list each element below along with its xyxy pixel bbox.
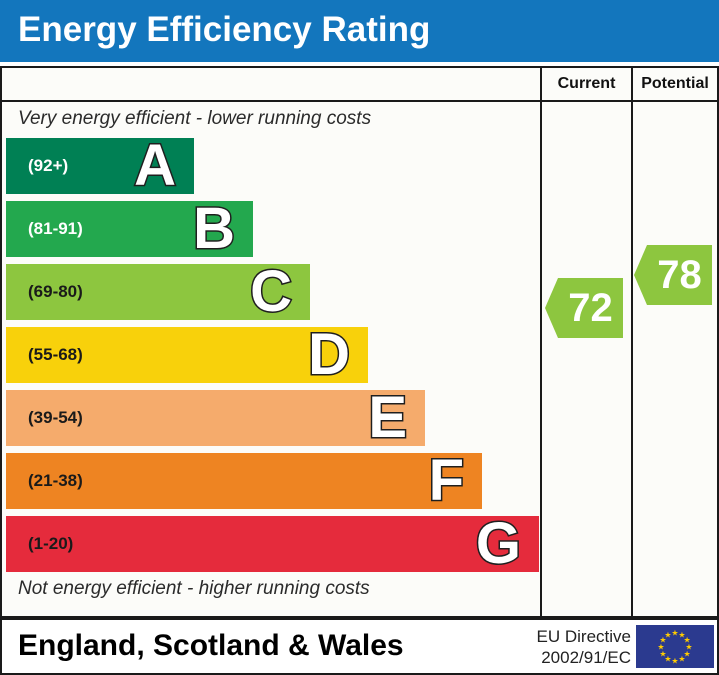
title-banner: Energy Efficiency Rating — [0, 0, 719, 62]
header-divider — [2, 100, 717, 102]
svg-text:★: ★ — [684, 636, 691, 645]
band-row-c: (69-80) C — [6, 259, 310, 324]
band-g-range-label: (1-20) — [28, 534, 74, 553]
svg-text:★: ★ — [685, 643, 692, 652]
band-d-range-label: (55-68) — [28, 345, 83, 364]
top-note: Very energy efficient - lower running co… — [18, 108, 372, 129]
svg-text:★: ★ — [671, 629, 678, 638]
svg-text:★: ★ — [671, 657, 678, 666]
svg-text:★: ★ — [659, 650, 666, 659]
current-column-header: Current — [557, 75, 616, 92]
band-row-f: (21-38) F — [6, 448, 482, 513]
potential-column-divider — [631, 68, 633, 616]
svg-text:★: ★ — [678, 655, 685, 664]
eu-flag-bg — [636, 625, 714, 668]
footer-bar: England, Scotland & Wales EU Directive 2… — [0, 618, 719, 675]
band-f-range-label: (21-38) — [28, 471, 83, 490]
potential-rating-arrow: 78 — [634, 245, 712, 305]
band-row-a: (92+) A — [6, 133, 194, 198]
svg-text:★: ★ — [664, 630, 671, 639]
band-d-letter: D — [307, 322, 352, 387]
eu-directive-line2: 2002/91/EC — [541, 648, 631, 667]
band-e-letter: E — [367, 385, 409, 450]
current-rating-value: 72 — [568, 286, 613, 330]
band-a-range-label: (92+) — [28, 156, 69, 175]
potential-column-header: Potential — [641, 75, 709, 92]
band-g-letter: G — [474, 511, 522, 576]
svg-text:★: ★ — [664, 655, 671, 664]
page-title: Energy Efficiency Rating — [18, 10, 431, 49]
band-b-range-label: (81-91) — [28, 219, 83, 238]
eu-directive-label: EU Directive 2002/91/EC — [537, 626, 631, 668]
band-row-g: (1-20) G — [6, 511, 539, 576]
region-label: England, Scotland & Wales — [18, 629, 404, 662]
band-row-b: (81-91) B — [6, 196, 253, 261]
band-c-letter: C — [249, 259, 294, 324]
eu-flag-icon: ★ ★ ★ ★ ★ ★ ★ ★ ★ ★ ★ ★ — [636, 625, 714, 668]
svg-text:★: ★ — [678, 630, 685, 639]
band-a-letter: A — [133, 133, 178, 198]
potential-rating-value: 78 — [657, 253, 702, 297]
band-e-range-label: (39-54) — [28, 408, 83, 427]
band-row-e: (39-54) E — [6, 385, 425, 450]
band-f-letter: F — [427, 448, 465, 513]
band-row-d: (55-68) D — [6, 322, 368, 387]
band-c-range-label: (69-80) — [28, 282, 83, 301]
current-rating-arrow: 72 — [545, 278, 623, 338]
band-b-letter: B — [192, 196, 237, 261]
eu-directive-line1: EU Directive — [536, 627, 631, 646]
bottom-note: Not energy efficient - higher running co… — [18, 578, 370, 599]
svg-text:★: ★ — [659, 636, 666, 645]
rating-chart: Current Potential Very energy efficient … — [0, 66, 719, 618]
current-column-divider — [540, 68, 542, 616]
svg-text:★: ★ — [684, 650, 691, 659]
svg-text:★: ★ — [657, 643, 664, 652]
